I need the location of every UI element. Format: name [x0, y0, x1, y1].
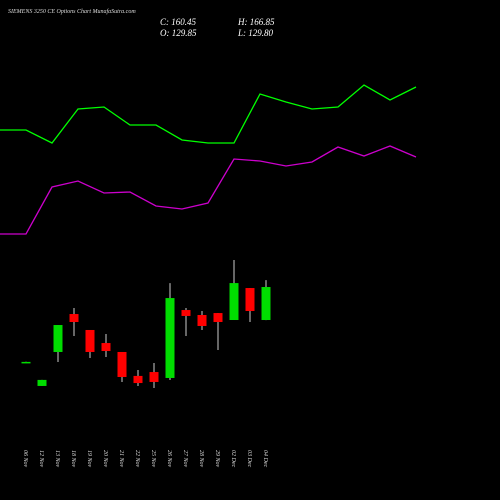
candle-body [245, 288, 255, 312]
candle-body [213, 313, 223, 323]
candle-body [117, 351, 127, 378]
candle-body [133, 375, 143, 384]
x-tick-label: 12 Nov [38, 450, 44, 468]
ohlc-label: O: 129.85 [160, 28, 197, 38]
chart-title: SIEMENS 3250 CE Options Chart MunafaSutr… [8, 8, 136, 15]
x-tick-label: 27 Nov [182, 450, 188, 468]
x-tick-label: 25 Nov [150, 450, 156, 468]
x-tick-label: 18 Nov [70, 450, 76, 468]
x-tick-label: 21 Nov [118, 450, 124, 468]
x-tick-label: 06 Nov [22, 450, 28, 468]
candle-body [69, 314, 79, 323]
candle-body [149, 372, 159, 382]
x-tick-label: 29 Nov [214, 450, 220, 468]
candle-body [101, 343, 111, 352]
candle-body [197, 314, 207, 326]
x-tick-label: 22 Nov [134, 450, 140, 468]
ohlc-label: C: 160.45 [160, 17, 197, 27]
x-tick-label: 03 Dec [246, 450, 252, 467]
candle-body [53, 325, 63, 352]
x-tick-label: 28 Nov [198, 450, 204, 468]
x-tick-label: 26 Nov [166, 450, 172, 468]
candle-body [229, 283, 239, 321]
candle-body [37, 379, 47, 386]
ohlc-label: H: 166.85 [237, 17, 275, 27]
candle-body [261, 287, 271, 321]
indicator-line [0, 84, 417, 144]
x-tick-label: 19 Nov [86, 450, 92, 468]
candle-body [181, 310, 191, 316]
x-tick-label: 02 Dec [230, 450, 236, 467]
candle-body [21, 361, 31, 364]
ohlc-label: L: 129.80 [237, 28, 274, 38]
x-tick-label: 20 Nov [102, 450, 108, 468]
candle-body [165, 298, 175, 378]
candle-body [85, 329, 95, 352]
x-tick-label: 04 Dec [262, 450, 269, 467]
x-tick-label: 13 Nov [54, 450, 60, 468]
indicator-line [0, 145, 417, 235]
